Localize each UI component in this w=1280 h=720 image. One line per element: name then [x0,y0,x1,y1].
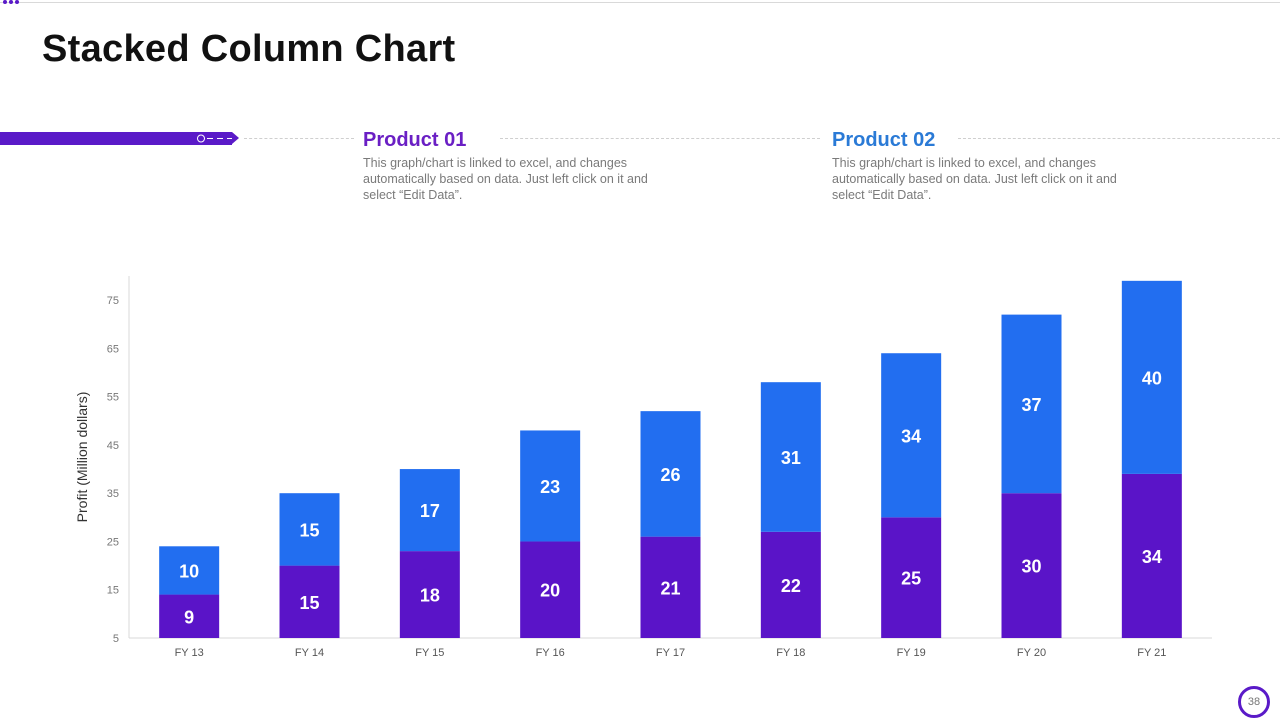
data-label: 17 [420,501,440,521]
x-tick-label: FY 20 [1017,647,1046,659]
y-tick-label: 25 [107,536,119,548]
data-label: 30 [1021,557,1041,577]
bar-product-01 [279,565,340,638]
data-label: 15 [299,520,319,540]
data-label: 22 [781,576,801,596]
bar-product-01 [881,517,942,638]
data-label: 10 [179,561,199,581]
x-tick-label: FY 21 [1137,647,1166,659]
data-label: 9 [184,607,194,627]
bar-product-02 [881,353,942,518]
y-tick-label: 35 [107,488,119,500]
y-tick-label: 55 [107,392,119,404]
bar-product-02 [640,411,701,537]
bar-product-02 [399,469,460,552]
top-rule [0,2,1280,3]
data-label: 37 [1021,395,1041,415]
bar-product-01 [640,536,701,638]
bar-product-02 [760,382,821,532]
y-tick-label: 15 [107,585,119,597]
bar-product-02 [159,546,220,595]
data-label: 23 [540,477,560,497]
product-01-description: This graph/chart is linked to excel, and… [363,156,648,202]
data-label: 34 [901,426,921,446]
data-label: 20 [540,581,560,601]
bar-product-01 [159,594,220,638]
data-label: 25 [901,569,921,589]
menu-dots-icon [3,0,19,4]
y-tick-label: 75 [107,295,119,307]
data-label: 34 [1142,547,1162,567]
x-tick-label: FY 15 [415,647,444,659]
data-label: 15 [299,593,319,613]
connector-icon [197,134,232,143]
bar-product-01 [399,551,460,638]
x-tick-label: FY 17 [656,647,685,659]
page-number-badge: 38 [1238,686,1270,718]
y-tick-label: 5 [113,633,119,645]
bar-product-02 [1001,314,1062,494]
data-label: 31 [781,448,801,468]
y-axis-label: Profit (Million dollars) [74,392,90,523]
divider-line [244,138,354,139]
data-label: 21 [660,578,680,598]
page-number: 38 [1247,696,1261,708]
accent-bar [0,132,239,145]
bar-product-01 [1001,493,1062,638]
data-label: 40 [1142,368,1162,388]
x-tick-label: FY 19 [897,647,926,659]
x-tick-label: FY 13 [175,647,204,659]
page-title: Stacked Column Chart [42,28,456,70]
stacked-column-chart: 5 15 25 35 45 55 65 75 Profit (Million dollars) 9… [74,276,1212,659]
x-tick-label: FY 14 [295,647,324,659]
divider-line [500,138,820,139]
product-01-block: Product 01 This graph/chart is linked to… [363,129,683,203]
data-label: 26 [660,465,680,485]
y-tick-label: 45 [107,440,119,452]
x-tick-label: FY 18 [776,647,805,659]
bar-product-01 [520,541,581,638]
product-02-title: Product 02 [832,129,936,151]
bar-product-01 [760,531,821,638]
product-01-title: Product 01 [363,129,467,151]
bar-product-01 [1121,473,1182,638]
y-tick-label: 65 [107,343,119,355]
data-label: 18 [420,586,440,606]
divider-line [958,138,1280,139]
x-tick-label: FY 16 [536,647,565,659]
bar-product-02 [520,430,581,542]
bar-product-02 [1121,280,1182,474]
bar-product-02 [279,493,340,566]
product-02-description: This graph/chart is linked to excel, and… [832,156,1117,202]
product-02-block: Product 02 This graph/chart is linked to… [832,129,1152,203]
